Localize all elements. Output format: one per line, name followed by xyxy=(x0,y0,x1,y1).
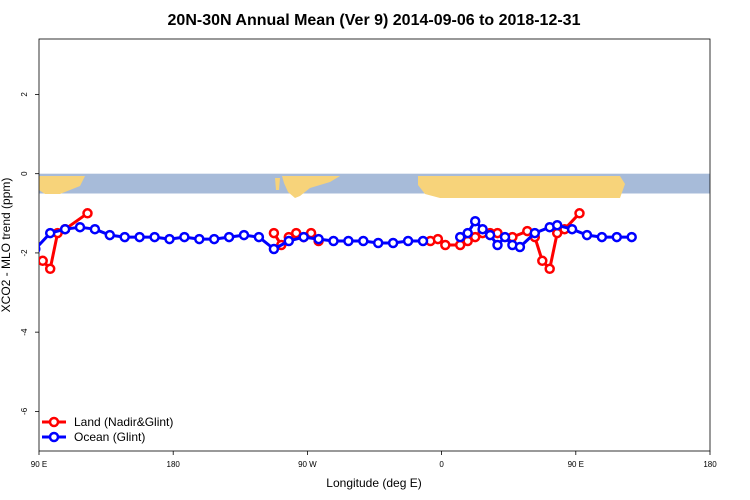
data-point xyxy=(328,235,339,247)
data-point xyxy=(74,221,86,233)
data-point xyxy=(253,231,265,243)
map-land-asia-west xyxy=(39,176,85,194)
world-map-band xyxy=(39,173,710,198)
y-tick-label: -2 xyxy=(20,249,29,257)
x-tick-label: 180 xyxy=(703,460,717,469)
data-point xyxy=(417,235,429,247)
data-point xyxy=(462,227,473,239)
data-point xyxy=(440,239,451,251)
y-tick-label: -4 xyxy=(20,328,29,336)
x-tick-label: 90 W xyxy=(298,460,317,469)
data-point xyxy=(581,229,593,241)
series-layer xyxy=(39,208,637,275)
x-tick-label: 0 xyxy=(439,460,444,469)
data-point xyxy=(268,227,280,239)
data-point xyxy=(89,223,101,235)
data-point xyxy=(551,219,563,231)
x-tick-label: 90 E xyxy=(31,460,47,469)
map-land-eurasia-africa xyxy=(418,176,625,198)
data-point xyxy=(387,237,399,249)
data-point xyxy=(134,231,145,243)
data-point xyxy=(290,227,302,239)
data-point xyxy=(44,227,56,239)
data-point xyxy=(119,231,130,243)
legend: Land (Nadir&Glint) Ocean (Glint) xyxy=(42,415,173,444)
data-point xyxy=(179,231,190,243)
y-tick-label: -6 xyxy=(20,407,29,415)
data-point xyxy=(432,233,444,245)
data-point xyxy=(626,231,637,243)
y-axis: 2 0 -2 -4 -6 xyxy=(20,92,39,415)
data-point xyxy=(313,233,324,245)
series-line xyxy=(41,212,89,271)
data-point xyxy=(499,231,511,243)
map-land-north-america xyxy=(282,176,340,198)
series-ocean xyxy=(39,215,637,255)
data-point xyxy=(484,229,496,241)
data-point xyxy=(537,255,548,267)
data-point xyxy=(104,229,116,241)
data-point xyxy=(529,227,541,239)
map-land-islands xyxy=(275,178,280,190)
data-point xyxy=(268,243,280,255)
legend-label-land: Land (Nadir&Glint) xyxy=(74,415,173,429)
data-point xyxy=(238,229,250,241)
legend-marker-ocean xyxy=(48,431,60,443)
map-land xyxy=(39,176,625,198)
data-point xyxy=(283,235,295,247)
x-tick-label: 90 E xyxy=(568,460,584,469)
x-tick-label: 180 xyxy=(167,460,181,469)
legend-marker-land xyxy=(48,416,60,428)
data-point xyxy=(298,231,309,243)
data-point xyxy=(358,235,369,247)
data-point xyxy=(39,255,48,267)
data-point xyxy=(149,231,160,243)
legend-label-ocean: Ocean (Glint) xyxy=(74,430,145,444)
data-point xyxy=(223,231,235,243)
y-axis-label: XCO2 - MLO trend (ppm) xyxy=(0,178,13,313)
data-point xyxy=(544,263,555,275)
data-point xyxy=(566,223,578,235)
x-axis-label: Longitude (deg E) xyxy=(326,476,421,490)
data-point xyxy=(477,223,488,235)
data-point xyxy=(343,235,354,247)
data-point xyxy=(402,235,414,247)
data-point xyxy=(44,263,56,275)
data-point xyxy=(39,245,41,253)
data-point xyxy=(194,233,205,245)
data-point xyxy=(82,208,93,219)
data-point xyxy=(454,231,466,243)
data-point xyxy=(164,233,175,245)
data-point xyxy=(514,241,526,253)
data-point xyxy=(372,237,384,249)
data-point xyxy=(492,239,503,251)
data-point xyxy=(574,208,585,219)
x-axis: 90 E 180 90 W 0 90 E 180 xyxy=(31,451,717,469)
data-point xyxy=(59,223,71,235)
y-tick-label: 2 xyxy=(20,92,29,97)
data-point xyxy=(469,215,481,227)
data-point xyxy=(208,233,220,245)
y-tick-label: 0 xyxy=(20,171,29,176)
data-point xyxy=(596,231,608,243)
data-point xyxy=(611,231,623,243)
chart-title: 20N-30N Annual Mean (Ver 9) 2014-09-06 t… xyxy=(168,12,581,29)
